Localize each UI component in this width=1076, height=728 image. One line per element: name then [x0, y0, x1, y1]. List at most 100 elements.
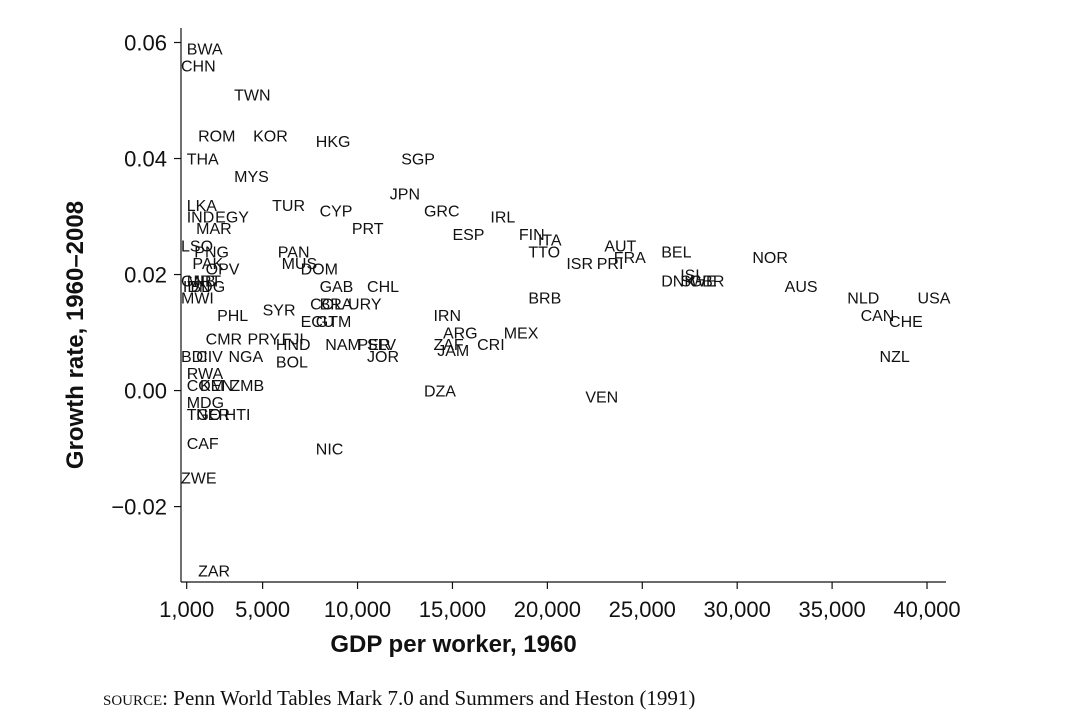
point-label: MYS	[234, 169, 269, 186]
point-label: JAM	[437, 343, 469, 360]
point-label: ZAR	[198, 563, 230, 580]
x-tick-label: 30,000	[704, 597, 771, 622]
point-label: VEN	[585, 389, 618, 406]
point-label: SWE	[680, 273, 716, 290]
point-label: HTI	[225, 407, 251, 424]
source-text: Penn World Tables Mark 7.0 and Summers a…	[173, 686, 696, 710]
point-label: GRC	[424, 204, 460, 221]
point-label: THA	[187, 152, 219, 169]
point-label: BEL	[661, 244, 691, 261]
point-label: SYR	[263, 302, 296, 319]
axes	[180, 28, 946, 583]
point-label: DZA	[424, 384, 456, 401]
point-label: NGA	[228, 349, 263, 366]
point-label: URY	[348, 297, 382, 314]
y-axis-ticks: −0.02 0.00 0.02 0.04 0.06	[111, 31, 181, 520]
point-label: AUT	[604, 239, 636, 256]
point-label: TGO	[187, 407, 222, 424]
point-label: GTM	[316, 314, 352, 331]
x-tick-label: 40,000	[893, 597, 960, 622]
point-label: LKA	[187, 198, 218, 215]
point-label: PER	[358, 337, 391, 354]
point-label: COM	[187, 378, 224, 395]
point-label: MWI	[181, 291, 214, 308]
y-tick-label: 0.04	[124, 147, 167, 172]
point-label: IDN	[183, 279, 211, 296]
point-label: NAM	[325, 337, 361, 354]
point-label: CRI	[477, 337, 505, 354]
point-label: NOR	[752, 250, 788, 267]
point-label: SLV	[367, 337, 396, 354]
scatter-chart: 1,000 5,000 10,000 15,000 20,000 25,000 30,000…	[62, 28, 961, 658]
x-tick-label: 25,000	[609, 597, 676, 622]
point-label: PHL	[217, 308, 248, 325]
point-label: COL	[310, 297, 343, 314]
point-label: JOR	[367, 349, 399, 366]
point-label: IND	[187, 210, 215, 227]
point-label: IRN	[433, 308, 461, 325]
point-label: NER	[196, 407, 230, 424]
point-label: BDI	[181, 349, 208, 366]
point-label: PRT	[352, 221, 384, 238]
point-label: ESP	[452, 227, 484, 244]
point-label: MRT	[187, 273, 222, 290]
point-label: BOL	[276, 355, 308, 372]
point-label: RWA	[187, 366, 224, 383]
point-label: ZAF	[433, 337, 463, 354]
point-label: HKG	[316, 134, 351, 151]
point-label: SGP	[401, 152, 435, 169]
point-label: PAK	[192, 256, 223, 273]
point-label: ZWE	[181, 471, 217, 488]
x-axis-title: GDP per worker, 1960	[330, 631, 576, 658]
point-label: CHL	[367, 279, 399, 296]
point-label: KOR	[253, 128, 288, 145]
point-label: AUS	[785, 279, 818, 296]
point-label: MUS	[282, 256, 318, 273]
point-label: TTO	[528, 244, 560, 261]
x-tick-label: 15,000	[419, 597, 486, 622]
source-label: SOURCE:	[103, 686, 169, 710]
point-label: ISR	[566, 256, 593, 273]
point-label: MDG	[187, 395, 224, 412]
point-label: DOM	[301, 262, 338, 279]
point-label: FRA	[614, 250, 646, 267]
x-axis-ticks: 1,000 5,000 10,000 15,000 20,000 25,000 30,000…	[159, 582, 961, 622]
point-label: ITA	[538, 233, 562, 250]
point-label: OPV	[206, 262, 240, 279]
y-tick-label: 0.06	[124, 31, 167, 56]
point-label: GAB	[320, 279, 354, 296]
point-label: PRI	[597, 256, 624, 273]
y-tick-label: 0.00	[124, 379, 167, 404]
point-label: NIC	[316, 442, 344, 459]
point-label: ARG	[443, 326, 478, 343]
point-label: CIV	[196, 349, 223, 366]
point-label: TWN	[234, 88, 270, 105]
point-label: BRB	[528, 291, 561, 308]
point-label: ZMB	[230, 378, 264, 395]
point-label: BRA	[320, 297, 353, 314]
point-label: EGY	[215, 210, 249, 227]
point-label: PAN	[278, 244, 310, 261]
x-tick-label: 20,000	[514, 597, 581, 622]
point-label: KEN	[200, 378, 233, 395]
point-label: NZL	[880, 349, 910, 366]
point-label: PRY	[247, 331, 280, 348]
x-tick-label: 35,000	[798, 597, 865, 622]
point-label: CAF	[187, 436, 219, 453]
point-label: ECU	[301, 314, 335, 331]
y-tick-label: −0.02	[111, 495, 167, 520]
point-label: CMR	[206, 331, 242, 348]
point-label: FIN	[519, 227, 545, 244]
point-label: HND	[276, 337, 311, 354]
x-tick-label: 1,000	[159, 597, 214, 622]
point-label: TUR	[272, 198, 305, 215]
point-label: MEX	[504, 326, 539, 343]
point-label: GNB	[181, 273, 216, 290]
point-label: GBR	[690, 273, 725, 290]
y-axis-title: Growth rate, 1960–2008	[62, 201, 89, 469]
point-label: ROM	[198, 128, 235, 145]
point-label: IRL	[490, 210, 515, 227]
point-label: USA	[918, 291, 951, 308]
point-label: CHE	[889, 314, 923, 331]
point-label: CYP	[320, 204, 353, 221]
